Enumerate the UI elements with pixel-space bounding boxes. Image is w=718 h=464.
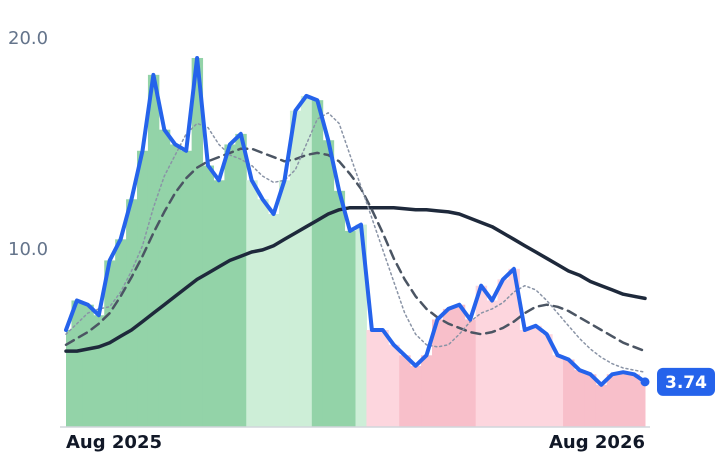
area-bar (71, 300, 83, 427)
value-badge (657, 367, 715, 396)
area-bar (333, 190, 346, 427)
area-bar (147, 74, 160, 428)
area-bar (224, 144, 236, 428)
area-bar (497, 279, 509, 427)
line-series (64, 205, 647, 353)
line-series (64, 56, 647, 387)
area-bar (279, 180, 291, 427)
area-bar (235, 133, 247, 428)
line-series (65, 112, 646, 373)
area-bar (617, 372, 630, 427)
area-bar (246, 180, 258, 427)
area-bar (442, 308, 455, 427)
area-bar (289, 110, 302, 427)
area-bar (300, 95, 313, 427)
area-bar (563, 359, 575, 427)
area-bar (344, 230, 356, 427)
area-bar (530, 325, 542, 427)
area-bar (366, 330, 378, 427)
area-bar (464, 319, 477, 427)
area-bar (475, 285, 488, 427)
area-bar (508, 268, 520, 427)
x-tick-label: Aug 2025 (66, 432, 162, 453)
area-bar (421, 355, 433, 427)
area-bar (431, 319, 444, 427)
x-tick-label: Aug 2026 (549, 432, 645, 453)
area-bar (388, 344, 400, 427)
area-bar (268, 214, 280, 427)
area-bar (213, 180, 225, 427)
area-bar (628, 374, 641, 427)
last-value-label: 3.74 (665, 373, 707, 393)
area-bar (93, 315, 105, 427)
area-bar (410, 365, 422, 427)
area-bar (639, 381, 646, 427)
area-bar (158, 129, 171, 427)
area-bar (355, 224, 367, 427)
area-bar (573, 370, 586, 427)
area-bar (486, 300, 499, 427)
area-bar (191, 57, 204, 427)
y-tick-label: 20.0 (8, 28, 48, 49)
area-bar (115, 239, 127, 427)
area-bar (606, 374, 619, 427)
area-bar (82, 304, 94, 427)
y-tick-label: 10.0 (8, 239, 48, 260)
area-bar (595, 384, 608, 427)
area-bar (453, 304, 466, 427)
area-bar (257, 199, 269, 427)
area-bar (552, 355, 564, 427)
area-bar (584, 374, 597, 427)
last-point (640, 377, 650, 387)
area-bar (541, 334, 553, 427)
area-bar (66, 330, 72, 427)
line-series (64, 147, 647, 353)
area-bar (399, 355, 411, 427)
area-bar (137, 150, 149, 428)
area-bar (169, 144, 182, 428)
area-bar (322, 140, 335, 428)
area-bar (519, 330, 531, 427)
area-bar (126, 199, 138, 427)
area-bar (311, 100, 324, 427)
area-bar (377, 330, 389, 427)
area-bar (202, 165, 214, 428)
